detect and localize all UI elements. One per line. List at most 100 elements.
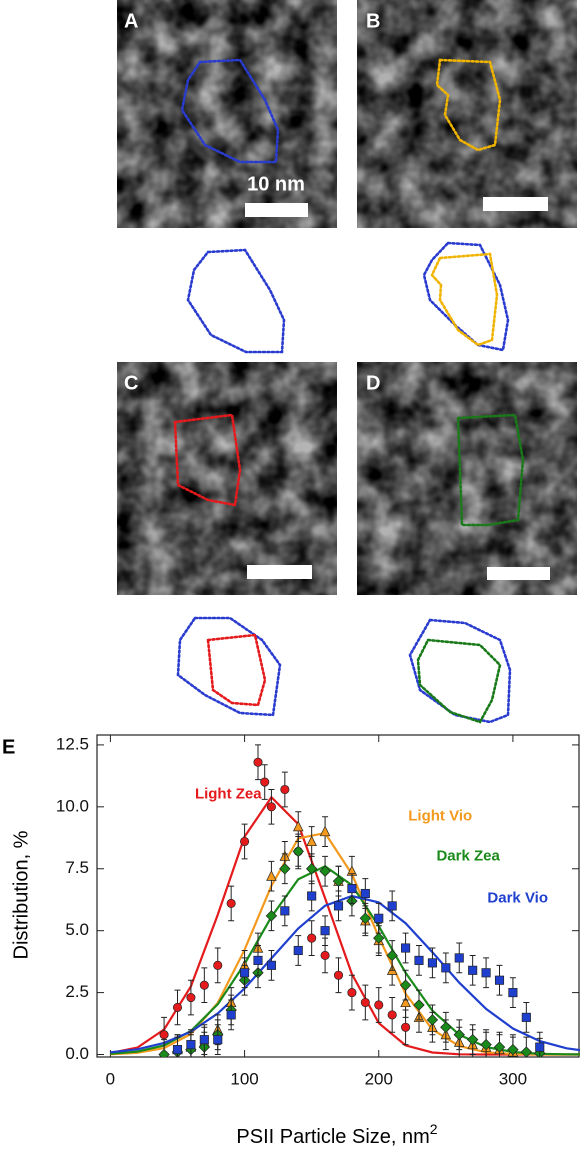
point bbox=[386, 949, 398, 962]
point bbox=[387, 1010, 397, 1020]
y-tick-label: 2.5 bbox=[65, 982, 89, 1001]
point bbox=[319, 825, 331, 837]
scale-label: 10 nm bbox=[247, 173, 305, 195]
point bbox=[468, 965, 478, 975]
point bbox=[507, 1043, 519, 1056]
fit-curve bbox=[110, 795, 580, 1056]
plot: 0.0 2.5 5.0 7.5 10.0 12.5 0 100 200 300 PSII Parti… bbox=[10, 734, 580, 1148]
point bbox=[280, 906, 290, 916]
point bbox=[260, 777, 270, 787]
point bbox=[440, 1021, 452, 1033]
fit-curve bbox=[110, 831, 580, 1056]
point bbox=[454, 953, 464, 963]
point bbox=[387, 901, 397, 911]
y-axis-label: Distribution, % bbox=[10, 830, 32, 959]
point bbox=[413, 999, 425, 1011]
plot-area bbox=[110, 744, 580, 1057]
point bbox=[172, 1002, 183, 1013]
point bbox=[293, 945, 303, 956]
panel-label: C bbox=[124, 372, 138, 394]
point bbox=[266, 960, 276, 970]
point bbox=[186, 1040, 196, 1050]
point bbox=[159, 1030, 169, 1040]
point bbox=[453, 1029, 465, 1041]
point bbox=[307, 933, 317, 943]
point bbox=[199, 1035, 209, 1045]
series-label: Light Zea bbox=[195, 785, 262, 802]
point bbox=[493, 1041, 506, 1053]
y-tick-label: 12.5 bbox=[56, 734, 89, 753]
point bbox=[414, 955, 424, 965]
point bbox=[360, 888, 370, 899]
point bbox=[333, 901, 344, 911]
point bbox=[158, 1048, 170, 1057]
y-tick-label: 0.0 bbox=[65, 1044, 89, 1063]
micrographs: A 10 nm B C D bbox=[117, 0, 577, 724]
point bbox=[481, 968, 491, 978]
point bbox=[306, 835, 317, 847]
point bbox=[292, 845, 304, 858]
point bbox=[280, 784, 290, 795]
y-tick-label: 10.0 bbox=[56, 796, 89, 815]
point bbox=[266, 870, 277, 881]
point bbox=[480, 1038, 492, 1051]
point bbox=[266, 802, 276, 812]
point bbox=[427, 958, 437, 968]
panel-label: E bbox=[2, 736, 15, 758]
point bbox=[320, 950, 330, 960]
point bbox=[347, 988, 357, 998]
point bbox=[508, 988, 518, 998]
point bbox=[374, 913, 384, 923]
point bbox=[466, 1033, 479, 1046]
outline-comparisons bbox=[176, 241, 512, 724]
panel-label: A bbox=[124, 10, 138, 32]
point bbox=[399, 979, 412, 991]
point bbox=[213, 1035, 223, 1045]
point bbox=[332, 875, 345, 887]
point bbox=[333, 970, 344, 980]
point bbox=[199, 980, 209, 990]
point bbox=[521, 1012, 531, 1022]
panel-a: A 10 nm bbox=[117, 0, 337, 228]
point bbox=[494, 975, 505, 985]
point bbox=[401, 1022, 411, 1032]
point bbox=[279, 863, 291, 875]
panel-b: B bbox=[357, 0, 577, 228]
panel-d: D bbox=[357, 362, 577, 595]
point bbox=[319, 865, 331, 877]
point bbox=[172, 1045, 183, 1055]
point bbox=[373, 932, 385, 944]
point bbox=[226, 898, 236, 908]
point bbox=[320, 926, 330, 936]
point bbox=[401, 943, 411, 953]
y-tick-label: 7.5 bbox=[65, 858, 89, 877]
plot-frame bbox=[96, 734, 580, 1058]
point bbox=[292, 820, 304, 832]
x-axis-label-text: PSII Particle Size, nm bbox=[236, 1126, 429, 1148]
x-tick-label: 100 bbox=[230, 1069, 258, 1088]
x-tick-label: 0 bbox=[106, 1069, 115, 1088]
point bbox=[441, 963, 451, 973]
point bbox=[400, 996, 411, 1008]
x-axis-label: PSII Particle Size, nm2 bbox=[236, 1121, 437, 1149]
x-tick-label: 300 bbox=[499, 1069, 527, 1088]
point bbox=[374, 1000, 384, 1010]
point bbox=[240, 836, 250, 847]
panel-label: B bbox=[366, 10, 380, 32]
point bbox=[347, 884, 357, 894]
x-axis-label-superscript: 2 bbox=[430, 1121, 438, 1137]
point bbox=[426, 1014, 439, 1026]
point bbox=[360, 997, 370, 1008]
x-tick-label: 200 bbox=[365, 1069, 393, 1088]
point bbox=[265, 910, 278, 922]
point bbox=[359, 912, 372, 924]
point bbox=[520, 1046, 533, 1057]
fit-curve bbox=[110, 894, 580, 1054]
point bbox=[240, 968, 250, 978]
series-label: Light Vio bbox=[408, 808, 472, 825]
point bbox=[186, 993, 196, 1003]
point bbox=[305, 863, 318, 875]
panel-label: D bbox=[366, 372, 380, 394]
series-label: Dark Zea bbox=[436, 847, 500, 864]
y-tick-label: 5.0 bbox=[65, 920, 89, 939]
